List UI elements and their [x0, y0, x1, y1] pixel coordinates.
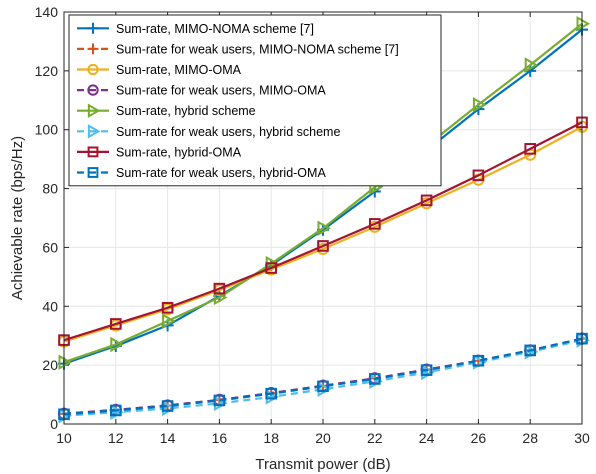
data-point-triangle: [317, 220, 332, 237]
data-point-square: [110, 318, 122, 330]
series-line: [63, 22, 583, 364]
series-line: [63, 337, 583, 416]
legend-box: [68, 14, 442, 187]
data-point-triangle: [87, 124, 101, 139]
y-tick-label: 120: [35, 63, 59, 79]
data-point-square: [317, 240, 329, 252]
data-point-triangle: [58, 354, 73, 370]
data-point-triangle: [524, 57, 539, 73]
data-point-square: [420, 194, 433, 207]
data-point-square: [420, 364, 433, 376]
legend-label: Sum-rate, MIMO-NOMA scheme [7]: [116, 22, 314, 36]
x-tick-label: 18: [263, 430, 279, 446]
x-tick-label: 24: [419, 430, 435, 446]
series-7: [58, 332, 588, 421]
data-point-square: [265, 387, 277, 400]
data-point-square: [110, 404, 122, 417]
x-axis-label: Transmit power (dB): [255, 456, 390, 473]
y-tick-label: 100: [35, 122, 59, 138]
data-point-square: [265, 262, 277, 274]
series-6: [58, 116, 588, 346]
y-tick-label: 80: [42, 181, 58, 197]
data-point-square: [472, 354, 485, 367]
y-axis-label: Achievable rate (bps/Hz): [9, 136, 26, 300]
legend: Sum-rate, MIMO-NOMA scheme [7] Sum-rate f…: [68, 14, 442, 187]
legend-label: Sum-rate for weak users, MIMO-NOMA schem…: [116, 42, 399, 56]
data-point-triangle: [213, 289, 228, 306]
legend-label: Sum-rate for weak users, hybrid-OMA: [116, 166, 326, 180]
data-point-square: [317, 380, 329, 393]
legend-entry: Sum-rate, hybrid scheme: [77, 103, 256, 118]
y-tick-label: 60: [42, 239, 58, 255]
x-tick-label: 28: [522, 430, 538, 446]
legend-entry: Sum-rate for weak users, MIMO-OMA: [77, 84, 326, 98]
legend-label: Sum-rate, hybrid scheme: [116, 104, 256, 118]
data-point-square: [524, 143, 537, 155]
x-tick-label: 10: [56, 430, 72, 446]
data-point-square: [524, 344, 537, 357]
legend-entry: Sum-rate for weak users, MIMO-NOMA schem…: [77, 42, 399, 56]
x-tick-label: 14: [160, 430, 176, 446]
legend-entry: Sum-rate for weak users, hybrid scheme: [77, 124, 340, 139]
data-point-square: [472, 169, 485, 182]
data-point-square: [161, 400, 174, 412]
x-tick-label: 16: [212, 430, 228, 446]
data-point-plus: [87, 22, 99, 34]
legend-entry: Sum-rate for weak users, hybrid-OMA: [77, 166, 326, 180]
data-point-circle: [87, 84, 99, 96]
data-point-square: [369, 373, 381, 385]
legend-label: Sum-rate for weak users, MIMO-OMA: [116, 84, 326, 98]
x-tick-label: 20: [315, 430, 331, 446]
x-tick-label: 12: [108, 430, 124, 446]
data-point-square: [369, 218, 381, 230]
series-line: [63, 121, 583, 342]
data-point-square: [213, 394, 226, 407]
y-tick-label: 0: [50, 416, 58, 432]
legend-label: Sum-rate, hybrid-OMA: [116, 145, 242, 159]
x-tick-label: 22: [367, 430, 383, 446]
series-line: [63, 125, 583, 343]
y-tick-label: 40: [42, 298, 58, 314]
plot-frame: [63, 11, 583, 425]
y-tick-label: 20: [42, 357, 58, 373]
y-tick-label: 140: [35, 4, 59, 20]
x-tick-label: 30: [574, 430, 590, 446]
data-point-plus: [87, 43, 99, 55]
data-point-triangle: [472, 96, 487, 113]
data-point-triangle: [162, 313, 176, 329]
x-tick-label: 26: [471, 430, 487, 446]
legend-entry: Sum-rate, MIMO-OMA: [77, 63, 242, 77]
data-point-square: [87, 167, 99, 178]
data-point-triangle: [87, 103, 101, 118]
legend-label: Sum-rate for weak users, hybrid scheme: [116, 125, 340, 139]
y-axis-ticks: 0 20 40 60 80 100 120 140: [35, 4, 582, 432]
series-line: [63, 339, 583, 417]
data-point-square: [213, 282, 226, 295]
data-point-triangle: [576, 16, 591, 32]
legend-entry: Sum-rate, hybrid-OMA: [77, 145, 242, 159]
data-point-triangle: [110, 336, 124, 353]
data-point-circle: [87, 63, 99, 76]
data-point-square: [87, 146, 99, 158]
legend-label: Sum-rate, MIMO-OMA: [116, 63, 242, 77]
data-point-square: [161, 301, 174, 314]
legend-entry: Sum-rate, MIMO-NOMA scheme [7]: [77, 22, 314, 36]
